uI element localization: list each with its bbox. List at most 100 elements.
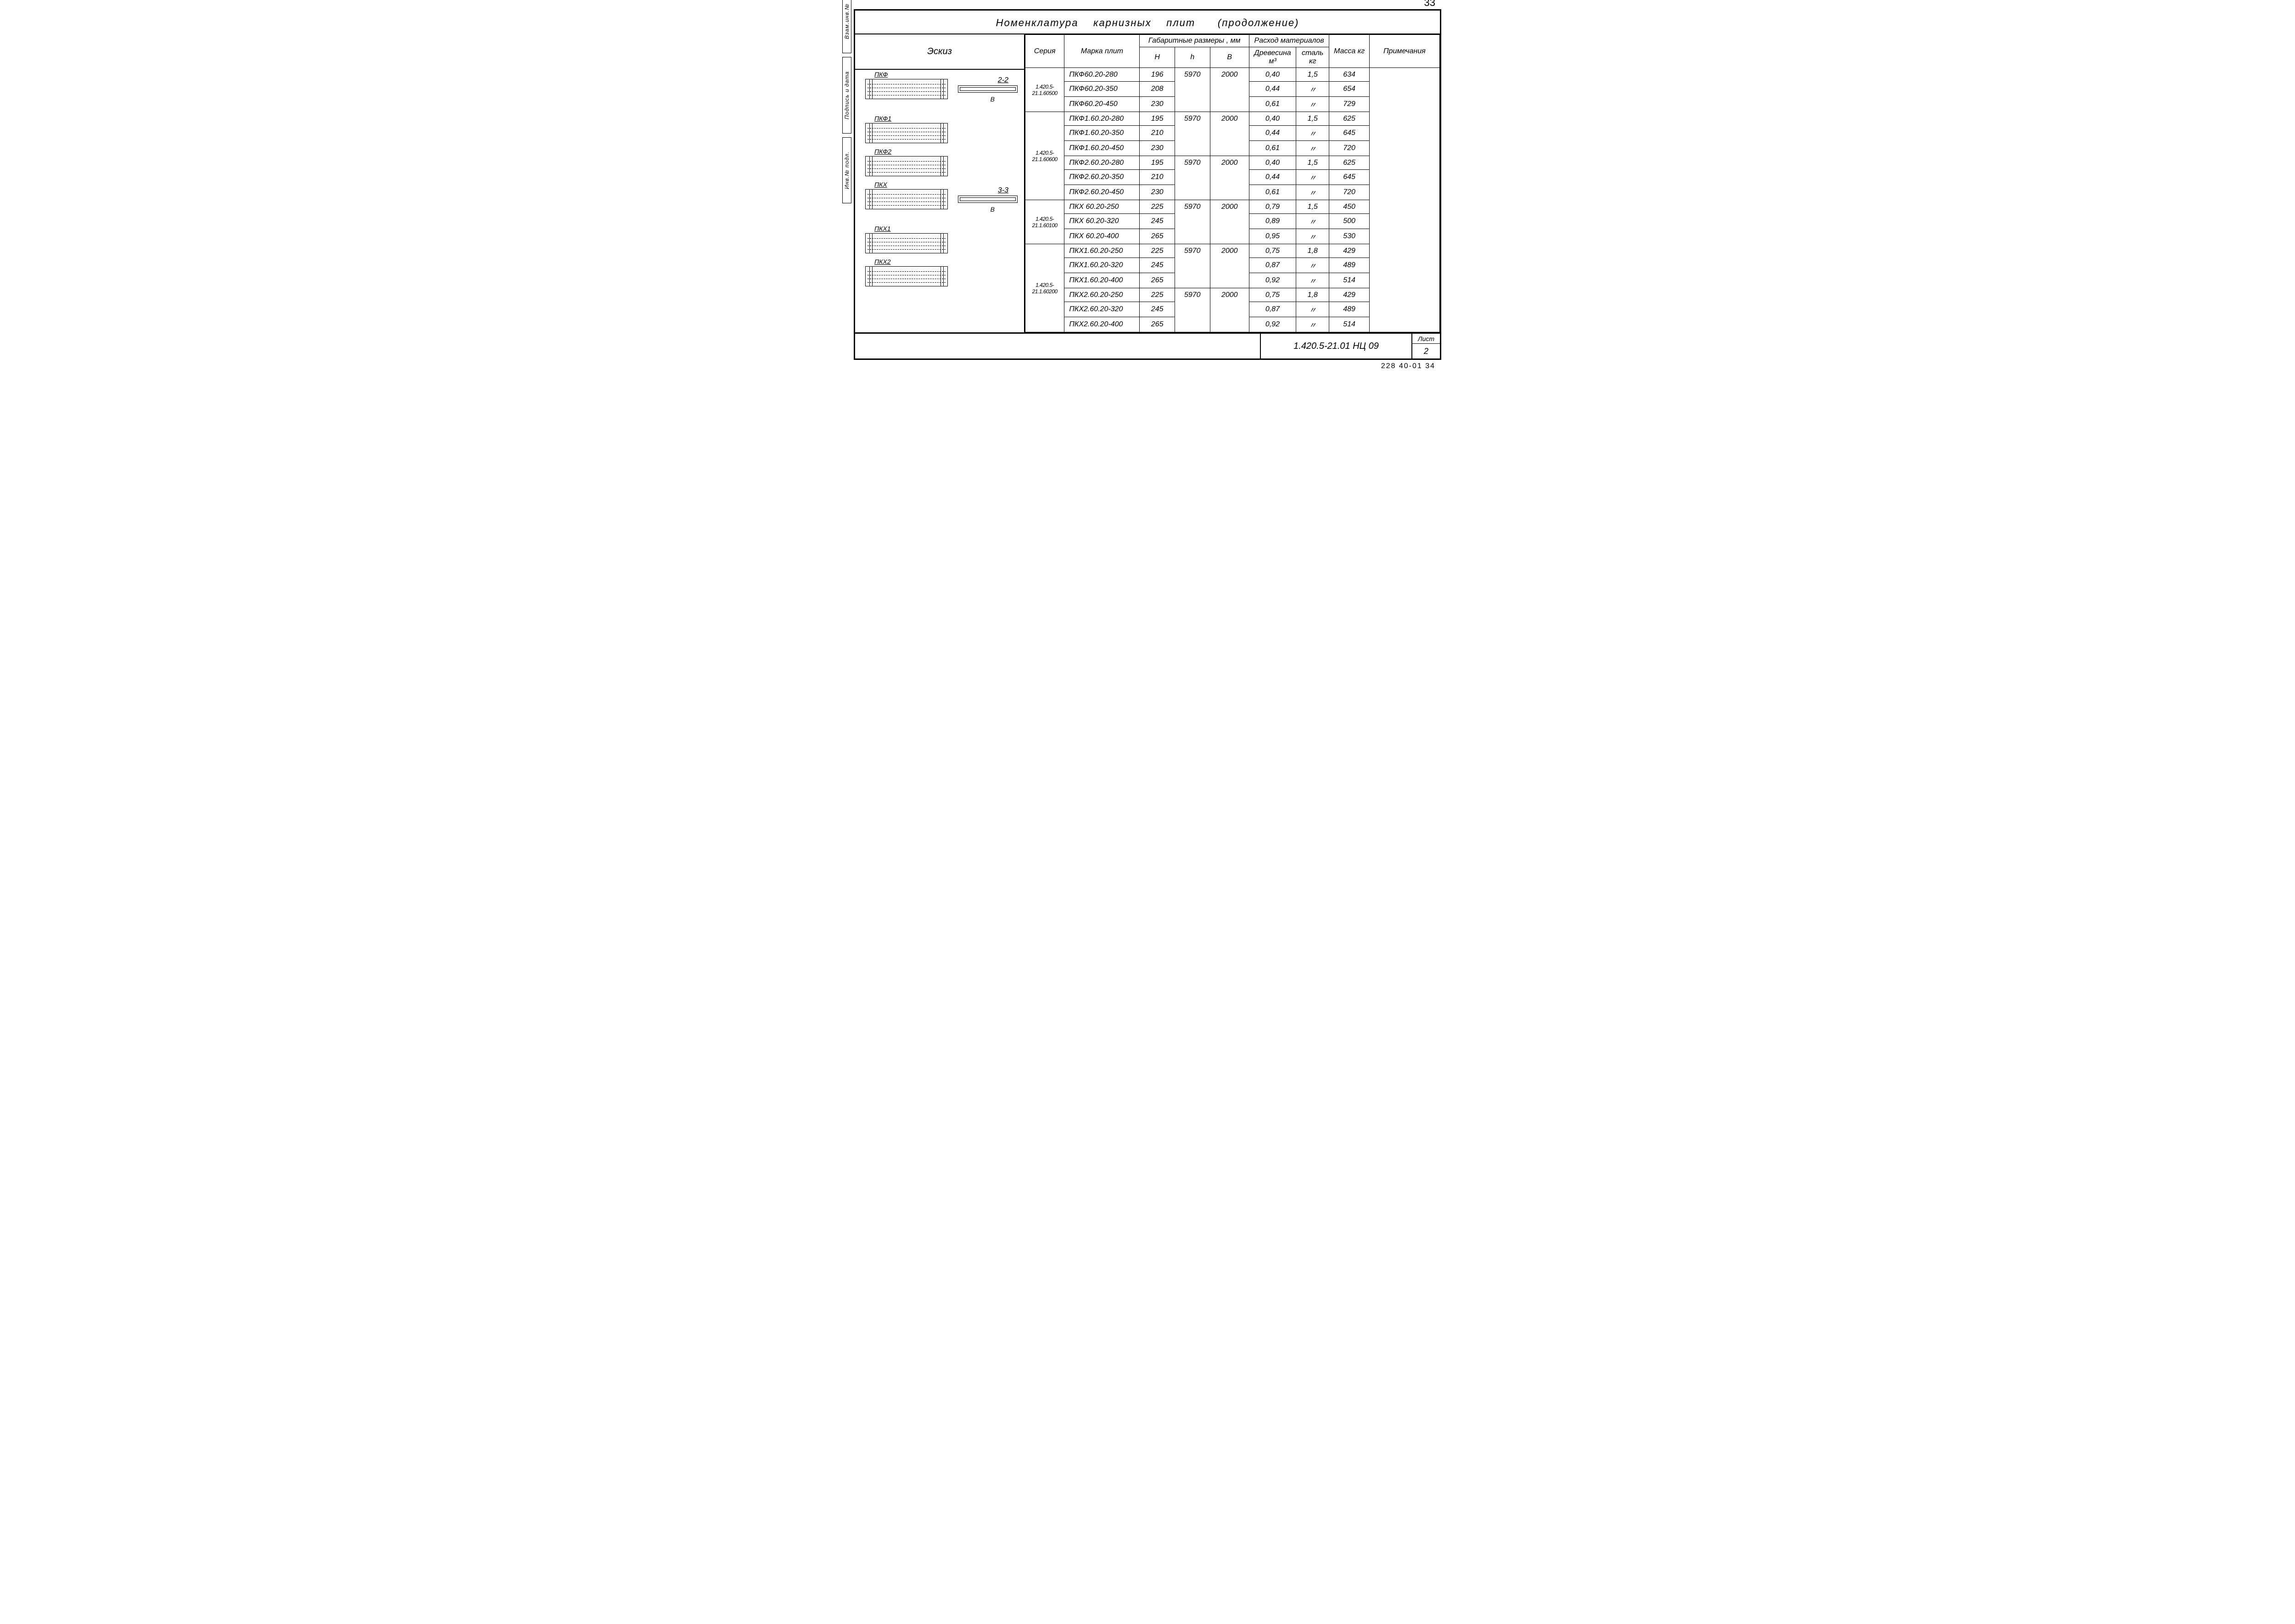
cell-H: 265: [1140, 317, 1175, 332]
cross-section-icon: [958, 196, 1018, 203]
cell-mass: 514: [1329, 317, 1370, 332]
sketch-label: ПКХ1: [874, 225, 891, 232]
stamp-cell: Инв.№ подл.: [842, 137, 851, 203]
col-mark: Марка плит: [1064, 35, 1140, 68]
cell-B: 2000: [1210, 200, 1249, 214]
cell-mass: 514: [1329, 273, 1370, 288]
cell-steel: 1,5: [1296, 112, 1329, 126]
cell-wood: 0,87: [1249, 302, 1296, 317]
cell-mark: ПКФ60.20-350: [1064, 82, 1140, 97]
cell-mass: 645: [1329, 170, 1370, 185]
cell-B: [1210, 170, 1249, 185]
cell-steel: 〃: [1296, 82, 1329, 97]
cell-B: [1210, 302, 1249, 317]
cell-B: 2000: [1210, 112, 1249, 126]
cell-wood: 0,61: [1249, 141, 1296, 156]
panel-icon: [865, 233, 948, 253]
cell-B: [1210, 97, 1249, 112]
col-materials: Расход материалов: [1249, 35, 1329, 47]
col-h: h: [1175, 47, 1210, 68]
cell-wood: 0,75: [1249, 288, 1296, 302]
sketch-header: Эскиз: [855, 34, 1024, 70]
cell-mass: 530: [1329, 229, 1370, 244]
cell-H: 245: [1140, 258, 1175, 273]
cell-mark: ПКФ2.60.20-350: [1064, 170, 1140, 185]
title-block: 1.420.5-21.01 НЦ 09 Лист 2: [855, 332, 1440, 358]
panel-icon: [865, 79, 948, 99]
cell-mark: ПКФ1.60.20-280: [1064, 112, 1140, 126]
sheet-label: Лист: [1412, 334, 1440, 344]
cell-mark: ПКФ1.60.20-450: [1064, 141, 1140, 156]
footer-spacer: [855, 334, 1261, 358]
cell-wood: 0,40: [1249, 156, 1296, 170]
cell-steel: 1,8: [1296, 288, 1329, 302]
cell-B: [1210, 229, 1249, 244]
title: Номенклатура карнизных плит (продолжение…: [855, 11, 1440, 34]
cell-B: [1210, 126, 1249, 141]
dim-label: В: [991, 95, 995, 103]
title-word: Номенклатура: [996, 17, 1079, 28]
cell-h: [1175, 97, 1210, 112]
data-column: Серия Марка плит Габаритные размеры , мм…: [1025, 34, 1440, 332]
cell-H: 230: [1140, 141, 1175, 156]
sketch-block: ПКХ1: [861, 227, 1022, 255]
cell-H: 195: [1140, 112, 1175, 126]
cell-wood: 0,44: [1249, 126, 1296, 141]
sketch-block: ПКФ2-2В: [861, 73, 1022, 112]
cell-mass: 500: [1329, 214, 1370, 229]
cell-mass: 645: [1329, 126, 1370, 141]
col-series: Серия: [1025, 35, 1064, 68]
cell-h: [1175, 185, 1210, 200]
cell-mass: 489: [1329, 258, 1370, 273]
col-H: Н: [1140, 47, 1175, 68]
cell-wood: 0,44: [1249, 82, 1296, 97]
cell-wood: 0,40: [1249, 112, 1296, 126]
cell-h: [1175, 126, 1210, 141]
document-number: 1.420.5-21.01 НЦ 09: [1261, 334, 1412, 358]
sketch-block: ПКХ3-3В: [861, 183, 1022, 222]
cell-mark: ПКХ1.60.20-320: [1064, 258, 1140, 273]
cross-section-icon: [958, 85, 1018, 93]
cell-B: 2000: [1210, 68, 1249, 82]
cell-H: 245: [1140, 302, 1175, 317]
col-B: В: [1210, 47, 1249, 68]
cell-steel: 〃: [1296, 273, 1329, 288]
cell-steel: 〃: [1296, 258, 1329, 273]
cell-h: [1175, 170, 1210, 185]
cell-steel: 〃: [1296, 126, 1329, 141]
cell-H: 210: [1140, 126, 1175, 141]
col-wood: Древесина м³: [1249, 47, 1296, 68]
drawing-sheet: 33 Номенклатура карнизных плит (продолже…: [854, 9, 1441, 360]
section-label: 3-3: [998, 186, 1008, 195]
panel-icon: [865, 266, 948, 286]
col-notes: Примечания: [1369, 35, 1439, 68]
cell-h: [1175, 141, 1210, 156]
cell-steel: 〃: [1296, 302, 1329, 317]
sketch-label: ПКФ: [874, 71, 888, 78]
cell-wood: 0,79: [1249, 200, 1296, 214]
cell-mass: 654: [1329, 82, 1370, 97]
cell-H: 265: [1140, 229, 1175, 244]
cell-mass: 429: [1329, 288, 1370, 302]
cell-mark: ПКХ1.60.20-250: [1064, 244, 1140, 258]
col-mass: Масса кг: [1329, 35, 1370, 68]
cell-steel: 〃: [1296, 97, 1329, 112]
dim-label: В: [991, 206, 995, 213]
cell-mass: 450: [1329, 200, 1370, 214]
cell-wood: 0,87: [1249, 258, 1296, 273]
spec-table: Серия Марка плит Габаритные размеры , мм…: [1025, 34, 1440, 332]
cell-h: 5970: [1175, 112, 1210, 126]
cell-wood: 0,61: [1249, 185, 1296, 200]
cell-series: 1.420.5-21.1.60500: [1025, 68, 1064, 112]
panel-icon: [865, 123, 948, 143]
panel-icon: [865, 156, 948, 176]
cell-H: 230: [1140, 97, 1175, 112]
cell-mass: 489: [1329, 302, 1370, 317]
cell-wood: 0,61: [1249, 97, 1296, 112]
cell-B: 2000: [1210, 156, 1249, 170]
cell-mark: ПКХ 60.20-400: [1064, 229, 1140, 244]
cell-h: [1175, 317, 1210, 332]
cell-h: [1175, 214, 1210, 229]
cell-steel: 〃: [1296, 185, 1329, 200]
cell-H: 225: [1140, 200, 1175, 214]
